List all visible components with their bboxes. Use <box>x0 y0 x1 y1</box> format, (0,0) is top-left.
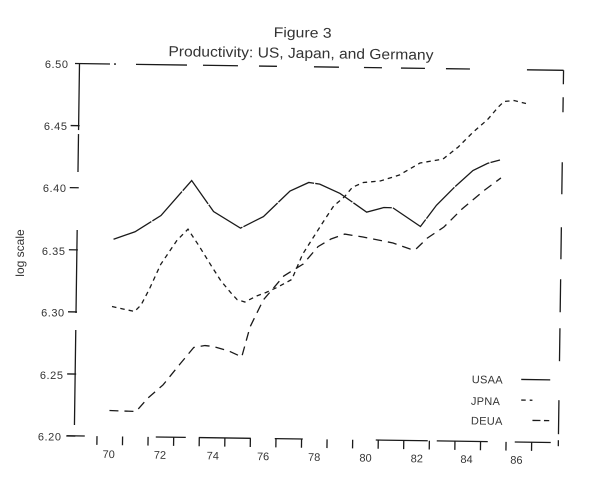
svg-text:Figure 3: Figure 3 <box>274 24 332 41</box>
svg-text:72: 72 <box>154 450 166 462</box>
svg-text:84: 84 <box>460 454 472 466</box>
svg-text:6.30: 6.30 <box>41 307 65 319</box>
svg-text:DEUA: DEUA <box>471 415 503 427</box>
svg-text:76: 76 <box>257 451 269 463</box>
svg-text:Productivity: US, Japan, and: Productivity: US, Japan, and Germany <box>168 44 434 64</box>
svg-text:70: 70 <box>102 449 114 461</box>
svg-text:6.20: 6.20 <box>38 432 62 444</box>
svg-text:JPNA: JPNA <box>471 396 501 408</box>
svg-text:6.40: 6.40 <box>43 183 67 195</box>
svg-text:USAA: USAA <box>472 374 504 386</box>
svg-text:6.35: 6.35 <box>42 246 66 258</box>
svg-text:86: 86 <box>510 455 522 467</box>
svg-text:82: 82 <box>411 453 423 465</box>
svg-text:74: 74 <box>207 450 219 462</box>
svg-text:78: 78 <box>308 452 320 464</box>
svg-text:log scale: log scale <box>13 229 27 277</box>
svg-text:6.45: 6.45 <box>44 121 68 133</box>
svg-text:6.50: 6.50 <box>45 59 69 71</box>
svg-text:6.25: 6.25 <box>40 370 64 382</box>
svg-text:80: 80 <box>359 453 371 465</box>
